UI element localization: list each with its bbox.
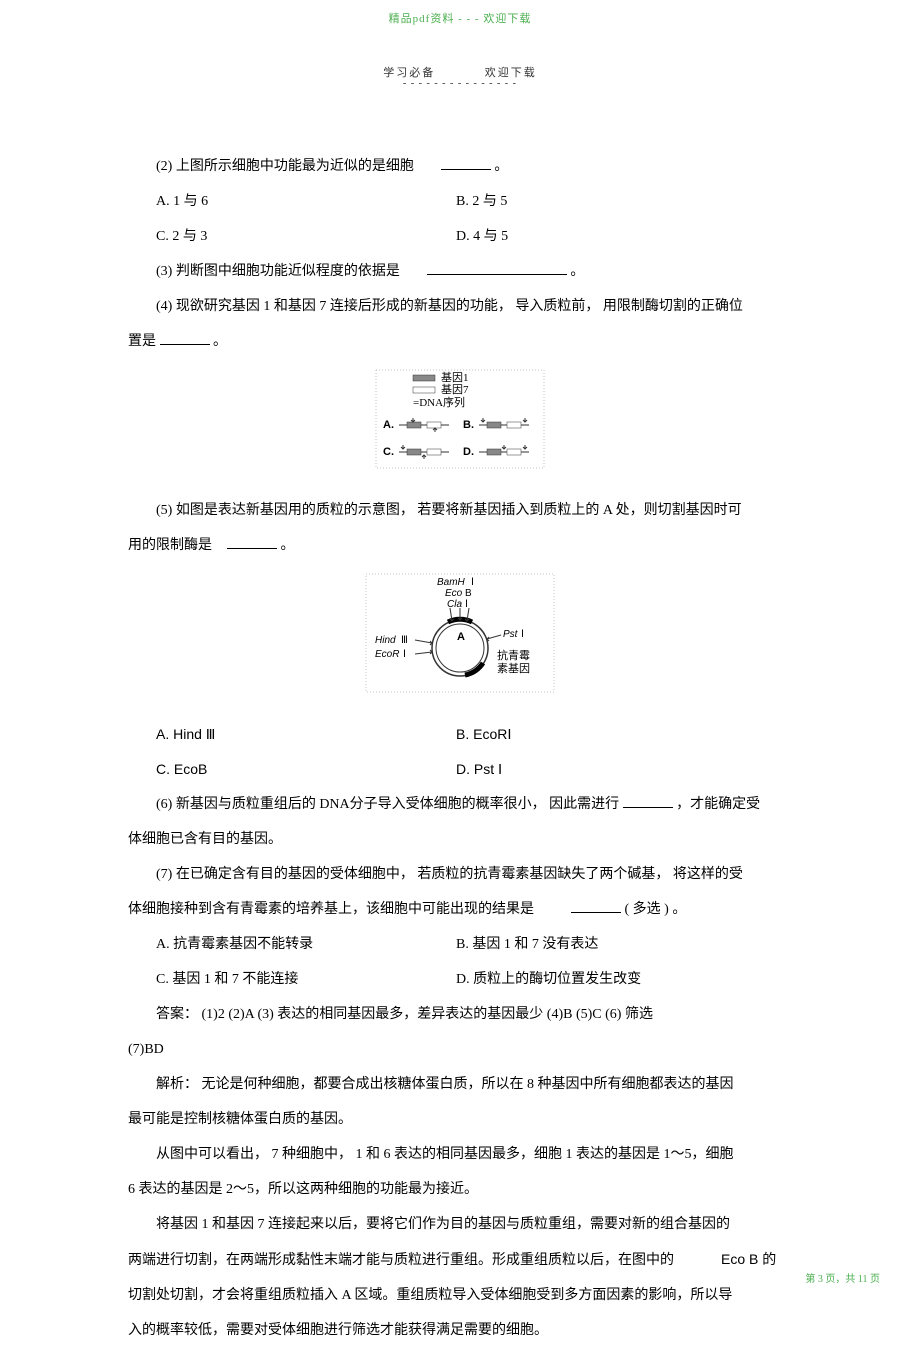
q4-text2: 置是 [128, 334, 156, 349]
q3-text: (3) 判断图中细胞功能近似程度的依据是 [156, 264, 400, 279]
q2-options-row2: C. 2 与 3 D. 4 与 5 [156, 219, 792, 254]
q5-options-row1: A. Hind Ⅲ B. EcoRⅠ [156, 717, 792, 752]
q2-end: 。 [494, 159, 508, 174]
q2-optB: B. 2 与 5 [456, 184, 756, 219]
q7-options-row2: C. 基因 1 和 7 不能连接 D. 质粒上的酶切位置发生改变 [156, 962, 792, 997]
svg-text:Ⅲ: Ⅲ [401, 635, 408, 646]
svg-text:Ⅰ: Ⅰ [403, 649, 406, 660]
q7-line1: (7) 在已确定含有目的基因的受体细胞中， 若质粒的抗青霉素基因缺失了两个碱基，… [128, 857, 792, 892]
answer-text: (1)2 (2)A (3) 表达的相同基因最多，差异表达的基因最少 (4)B (… [202, 1007, 653, 1022]
q6-text1: (6) 新基因与质粒重组后的 DNA分子导入受体细胞的概率很小， 因此需进行 [156, 797, 619, 812]
svg-text:Ⅰ: Ⅰ [465, 599, 468, 610]
analysis-line2: 最可能是控制核糖体蛋白质的基因。 [128, 1102, 792, 1137]
analysis-1: 无论是何种细胞，都要合成出核糖体蛋白质，所以在 8 种基因中所有细胞都表达的基因 [202, 1077, 734, 1092]
q5-options-row2: C. EcoB D. Pst Ⅰ [156, 752, 792, 787]
analysis-line3: 从图中可以看出， 7 种细胞中， 1 和 6 表达的相同基因最多，细胞 1 表达… [128, 1137, 792, 1172]
q6-blank [623, 794, 673, 808]
q7-end: ( 多选 ) 。 [625, 902, 687, 917]
answer-line: 答案： (1)2 (2)A (3) 表达的相同基因最多，差异表达的基因最少 (4… [128, 997, 792, 1032]
analysis-line5: 将基因 1 和基因 7 连接起来以后，要将它们作为目的基因与质粒重组，需要对新的… [128, 1207, 792, 1242]
svg-text:基因7: 基因7 [441, 383, 469, 396]
q7-options-row1: A. 抗青霉素基因不能转录 B. 基因 1 和 7 没有表达 [156, 927, 792, 962]
svg-text:Pst: Pst [503, 629, 519, 640]
q4-line1: (4) 现欲研究基因 1 和基因 7 连接后形成的新基因的功能， 导入质粒前， … [128, 289, 792, 324]
q6-line2: 体细胞已含有目的基因。 [128, 822, 792, 857]
q6-line1: (6) 新基因与质粒重组后的 DNA分子导入受体细胞的概率很小， 因此需进行 ，… [128, 787, 792, 822]
svg-text:A: A [457, 631, 465, 643]
q5-optA: A. Hind Ⅲ [156, 717, 456, 752]
watermark-top: 精品pdf资料 - - - 欢迎下载 [0, 0, 920, 26]
analysis-line4: 6 表达的基因是 2～5，所以这两种细胞的功能最为接近。 [128, 1172, 792, 1207]
q2-text: (2) 上图所示细胞中功能最为近似的是细胞 [156, 159, 414, 174]
svg-text:D.: D. [463, 446, 474, 458]
svg-text:抗青霉: 抗青霉 [497, 648, 530, 662]
q4-line2: 置是 。 [128, 324, 792, 359]
document-content: (2) 上图所示细胞中功能最为近似的是细胞 。 A. 1 与 6 B. 2 与 … [0, 89, 920, 1348]
analysis-label: 解析： [156, 1077, 198, 1092]
q7-text2: 体细胞接种到含有青霉素的培养基上，该细胞中可能出现的结果是 [128, 902, 534, 917]
q5-optD: D. Pst Ⅰ [456, 752, 756, 787]
page-footer: 第 3 页，共 11 页 [805, 1270, 880, 1285]
q3-end: 。 [570, 264, 584, 279]
figure-1: 基因1 基因7 =DNA序列 A. B. [128, 369, 792, 483]
q7-optA: A. 抗青霉素基因不能转录 [156, 927, 456, 962]
q5-optB: B. EcoRⅠ [456, 717, 756, 752]
q3-stem: (3) 判断图中细胞功能近似程度的依据是 。 [128, 254, 792, 289]
analysis-line1: 解析： 无论是何种细胞，都要合成出核糖体蛋白质，所以在 8 种基因中所有细胞都表… [128, 1067, 792, 1102]
figure-2: A BamH Ⅰ Eco B ClaⅠ Hind Ⅲ EcoR Ⅰ Pst Ⅰ … [128, 573, 792, 707]
q2-stem: (2) 上图所示细胞中功能最为近似的是细胞 。 [128, 149, 792, 184]
svg-text:EcoR: EcoR [375, 649, 399, 660]
svg-text:B.: B. [463, 419, 474, 431]
svg-text:Hind: Hind [375, 635, 396, 646]
q3-blank [427, 261, 567, 275]
q5-optC: C. EcoB [156, 752, 456, 787]
q4-blank [160, 331, 210, 345]
q5-line1: (5) 如图是表达新基因用的质粒的示意图， 若要将新基因插入到质粒上的 A 处，… [128, 493, 792, 528]
svg-text:A.: A. [383, 419, 394, 431]
analysis-line6: 两端进行切割，在两端形成黏性末端才能与质粒进行重组。形成重组质粒以后，在图中的 … [128, 1242, 792, 1278]
svg-text:C.: C. [383, 446, 394, 458]
q2-optA: A. 1 与 6 [156, 184, 456, 219]
q7-blank [571, 899, 621, 913]
q7-line2: 体细胞接种到含有青霉素的培养基上，该细胞中可能出现的结果是 ( 多选 ) 。 [128, 892, 792, 927]
answer-7: (7)BD [128, 1032, 792, 1067]
svg-text:Eco: Eco [445, 588, 463, 599]
answer-label: 答案： [156, 1007, 198, 1022]
q7-optC: C. 基因 1 和 7 不能连接 [156, 962, 456, 997]
svg-text:=DNA序列: =DNA序列 [413, 395, 465, 409]
analysis-6-p1: 两端进行切割，在两端形成黏性末端才能与质粒进行重组。形成重组质粒以后，在图中的 [128, 1253, 674, 1268]
q7-optD: D. 质粒上的酶切位置发生改变 [456, 962, 756, 997]
svg-text:B: B [465, 588, 472, 599]
q6-text2: ，才能确定受 [676, 797, 760, 812]
svg-text:Ⅰ: Ⅰ [471, 577, 474, 588]
svg-text:素基因: 素基因 [497, 662, 530, 675]
q2-optC: C. 2 与 3 [156, 219, 456, 254]
q4-end: 。 [213, 334, 227, 349]
q5-end: 。 [281, 538, 295, 553]
q5-text2: 用的限制酶是 [128, 538, 212, 553]
analysis-line7: 切割处切割，才会将重组质粒插入 A 区域。重组质粒导入受体细胞受到多方面因素的影… [128, 1278, 792, 1313]
svg-text:基因1: 基因1 [441, 371, 469, 384]
q2-blank [441, 156, 491, 170]
analysis-line8: 入的概率较低，需要对受体细胞进行筛选才能获得满足需要的细胞。 [128, 1313, 792, 1348]
analysis-6-p2: Eco B 的 [721, 1251, 776, 1267]
svg-text:BamH: BamH [437, 577, 466, 588]
q2-optD: D. 4 与 5 [456, 219, 756, 254]
q5-line2: 用的限制酶是 。 [128, 528, 792, 563]
svg-text:Ⅰ: Ⅰ [521, 629, 524, 640]
q7-optB: B. 基因 1 和 7 没有表达 [456, 927, 756, 962]
header-dashes: - - - - - - - - - - - - - - - [0, 78, 920, 89]
q2-options-row1: A. 1 与 6 B. 2 与 5 [156, 184, 792, 219]
q5-blank [227, 535, 277, 549]
